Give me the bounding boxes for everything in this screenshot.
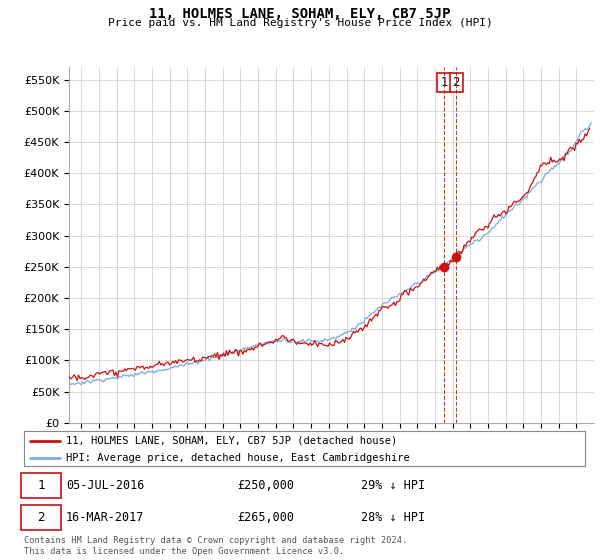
Text: 1: 1 xyxy=(37,479,44,492)
Text: HPI: Average price, detached house, East Cambridgeshire: HPI: Average price, detached house, East… xyxy=(66,453,410,463)
Text: 16-MAR-2017: 16-MAR-2017 xyxy=(66,511,145,524)
FancyBboxPatch shape xyxy=(20,506,61,530)
Text: Contains HM Land Registry data © Crown copyright and database right 2024.
This d: Contains HM Land Registry data © Crown c… xyxy=(24,536,407,556)
Text: 1: 1 xyxy=(440,76,448,89)
Text: 29% ↓ HPI: 29% ↓ HPI xyxy=(361,479,425,492)
FancyBboxPatch shape xyxy=(20,473,61,498)
Text: 2: 2 xyxy=(452,76,460,89)
Text: 05-JUL-2016: 05-JUL-2016 xyxy=(66,479,145,492)
Text: 2: 2 xyxy=(37,511,44,524)
Text: Price paid vs. HM Land Registry's House Price Index (HPI): Price paid vs. HM Land Registry's House … xyxy=(107,18,493,28)
Text: 11, HOLMES LANE, SOHAM, ELY, CB7 5JP: 11, HOLMES LANE, SOHAM, ELY, CB7 5JP xyxy=(149,7,451,21)
Text: 28% ↓ HPI: 28% ↓ HPI xyxy=(361,511,425,524)
Text: £250,000: £250,000 xyxy=(237,479,294,492)
Text: 11, HOLMES LANE, SOHAM, ELY, CB7 5JP (detached house): 11, HOLMES LANE, SOHAM, ELY, CB7 5JP (de… xyxy=(66,436,397,446)
Text: £265,000: £265,000 xyxy=(237,511,294,524)
